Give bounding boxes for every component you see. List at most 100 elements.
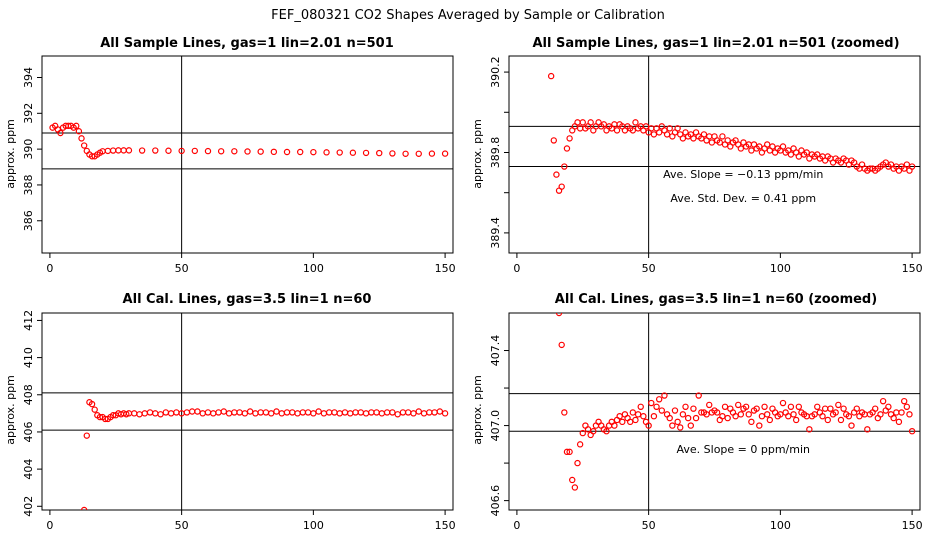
plot-frame xyxy=(41,312,454,511)
data-point xyxy=(257,148,264,155)
data-point xyxy=(553,171,560,178)
data-point xyxy=(579,429,586,437)
x-tick-label: 50 xyxy=(642,262,656,275)
data-point xyxy=(590,428,597,435)
data-point xyxy=(753,405,760,412)
data-point xyxy=(671,407,679,414)
data-point xyxy=(908,163,916,170)
data-point xyxy=(131,410,138,417)
plot-frame xyxy=(508,55,921,254)
data-point xyxy=(806,426,813,433)
data-point xyxy=(721,403,729,411)
data-point xyxy=(648,399,655,407)
data-point xyxy=(766,416,774,424)
data-point xyxy=(713,409,721,416)
data-point xyxy=(362,149,370,157)
data-point xyxy=(763,141,771,148)
data-point xyxy=(96,413,104,421)
y-tick-label: 406 xyxy=(22,421,35,442)
data-point xyxy=(742,403,750,411)
data-point xyxy=(104,147,112,155)
panel-title: All Cal. Lines, gas=3.5 lin=1 n=60 xyxy=(123,292,372,307)
data-point xyxy=(661,392,668,399)
data-point xyxy=(706,401,713,409)
data-point xyxy=(653,403,660,411)
data-point xyxy=(78,135,85,142)
y-axis-label: approx. ppm xyxy=(4,375,17,445)
data-point xyxy=(716,139,723,146)
data-point xyxy=(655,396,663,403)
data-point xyxy=(706,133,713,140)
annotation-text: Ave. Std. Dev. = 0.41 ppm xyxy=(670,192,816,205)
y-tick-label: 402 xyxy=(22,496,35,517)
data-point xyxy=(376,149,383,157)
data-point xyxy=(903,403,911,411)
data-point xyxy=(310,410,317,417)
data-point xyxy=(584,426,592,433)
data-point xyxy=(795,403,803,411)
x-tick-label: 50 xyxy=(642,519,656,532)
data-point xyxy=(88,153,96,160)
data-point xyxy=(719,133,726,140)
data-point xyxy=(146,409,154,416)
data-point xyxy=(80,142,88,149)
data-point xyxy=(824,416,831,424)
y-tick-label: 404 xyxy=(22,459,35,480)
data-point xyxy=(600,121,608,128)
data-point xyxy=(787,151,795,158)
data-point xyxy=(645,422,652,429)
data-point xyxy=(748,418,755,426)
data-point xyxy=(399,409,407,416)
data-point xyxy=(845,412,853,420)
x-tick-label: 100 xyxy=(770,262,791,275)
data-point xyxy=(294,410,301,417)
data-point xyxy=(231,148,238,155)
data-point xyxy=(690,135,697,142)
data-point xyxy=(745,411,752,418)
data-point xyxy=(571,484,579,491)
data-point xyxy=(611,422,618,429)
data-point xyxy=(138,147,146,154)
data-point xyxy=(91,406,98,413)
data-point xyxy=(650,131,658,138)
data-point xyxy=(637,403,644,411)
data-point xyxy=(877,411,884,418)
data-point xyxy=(88,400,96,408)
data-point xyxy=(566,135,573,142)
data-point xyxy=(848,422,855,429)
data-point xyxy=(900,397,908,405)
data-point xyxy=(389,150,396,157)
data-point xyxy=(225,410,233,417)
panel-cal-all: All Cal. Lines, gas=3.5 lin=1 n=60 appro… xyxy=(4,292,456,532)
data-point xyxy=(304,409,312,416)
data-point xyxy=(893,409,900,416)
data-point xyxy=(270,148,278,156)
y-tick-label: 406.6 xyxy=(489,485,502,516)
x-tick-label: 0 xyxy=(513,519,520,532)
data-point xyxy=(763,411,771,418)
data-point xyxy=(431,409,438,416)
data-point xyxy=(698,409,705,416)
data-point xyxy=(402,150,409,157)
data-point xyxy=(666,414,673,422)
data-point xyxy=(677,424,684,431)
plot-frame xyxy=(41,55,454,254)
panel-title: All Cal. Lines, gas=3.5 lin=1 n=60 (zoom… xyxy=(555,292,877,307)
data-point xyxy=(692,414,700,422)
data-points xyxy=(555,313,916,491)
data-point xyxy=(152,147,159,154)
data-point xyxy=(803,149,810,156)
data-point xyxy=(576,441,584,448)
data-point xyxy=(908,428,916,435)
y-tick-label: 407.0 xyxy=(489,410,502,442)
data-point xyxy=(57,129,64,137)
data-point xyxy=(410,410,417,417)
data-point xyxy=(655,129,663,136)
data-point xyxy=(682,403,689,411)
y-tick-label: 386 xyxy=(22,210,35,231)
data-point xyxy=(383,409,391,416)
data-point xyxy=(241,410,249,417)
panel-sample-zoomed: All Sample Lines, gas=1 lin=2.01 n=501 (… xyxy=(471,36,923,275)
data-point xyxy=(394,411,401,418)
data-point xyxy=(837,416,845,424)
